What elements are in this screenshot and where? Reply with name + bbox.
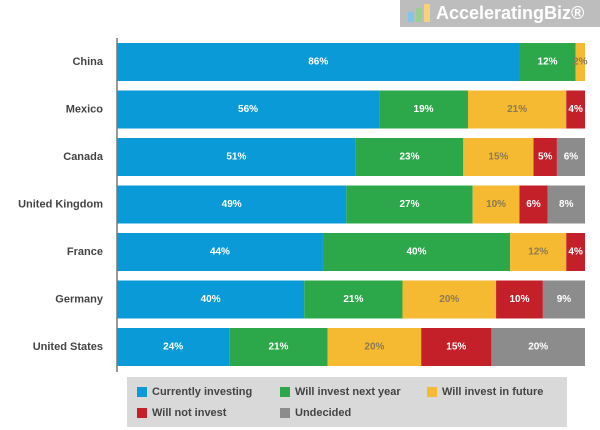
bar-segment: [117, 280, 305, 319]
watermark: AcceleratingBiz®: [436, 3, 584, 23]
value-label: 86%: [308, 57, 328, 68]
bar-segment: [379, 90, 468, 129]
legend-label: Will not invest: [152, 407, 227, 419]
category-label: Canada: [63, 151, 104, 163]
category-label: United States: [33, 341, 103, 353]
bar-segment: [117, 185, 347, 224]
bar-segment: [510, 233, 567, 271]
category-label: China: [72, 56, 103, 68]
value-label: 44%: [210, 247, 230, 258]
value-label: 2%: [573, 57, 588, 68]
bar-segment: [117, 90, 380, 129]
watermark-box: [400, 0, 600, 27]
value-label: 20%: [439, 294, 459, 305]
bar-segment: [421, 328, 492, 366]
bar-segment: [468, 90, 567, 129]
bar-segment: [491, 328, 585, 366]
category-label: Mexico: [66, 103, 104, 115]
value-label: 4%: [568, 104, 583, 115]
category-label: France: [67, 246, 103, 258]
bar-segment: [229, 328, 328, 366]
bar-segment: [575, 43, 585, 81]
value-label: 20%: [528, 342, 548, 353]
bar-segment: [472, 185, 520, 224]
bar-segment: [117, 233, 323, 271]
value-label: 27%: [399, 199, 419, 210]
value-label: 6%: [526, 199, 541, 210]
legend-swatch: [280, 387, 290, 397]
category-label: Germany: [55, 293, 104, 305]
value-label: 10%: [509, 294, 529, 305]
legend-swatch: [427, 387, 437, 397]
watermark-icon: [408, 4, 430, 22]
value-label: 20%: [364, 342, 384, 353]
value-label: 5%: [538, 152, 553, 163]
value-label: 21%: [268, 342, 288, 353]
bar-segment: [533, 138, 557, 176]
bar-segment: [566, 233, 585, 271]
bar-segment: [547, 185, 585, 224]
value-label: 6%: [564, 152, 579, 163]
value-label: 24%: [163, 342, 183, 353]
value-label: 49%: [222, 199, 242, 210]
value-label: 4%: [568, 247, 583, 258]
bar-segment: [519, 43, 576, 81]
value-label: 21%: [507, 104, 527, 115]
value-label: 21%: [343, 294, 363, 305]
legend-swatch: [137, 387, 147, 397]
legend-label: Will invest next year: [295, 386, 401, 398]
value-label: 9%: [557, 294, 572, 305]
value-label: 10%: [486, 199, 506, 210]
value-label: 15%: [488, 152, 508, 163]
bar-segment: [117, 138, 356, 176]
bar-segment: [496, 280, 543, 319]
value-label: 23%: [399, 152, 419, 163]
value-label: 40%: [201, 294, 221, 305]
bar-segment: [566, 90, 585, 129]
value-label: 12%: [528, 247, 548, 258]
bar-segment: [402, 280, 497, 319]
legend-swatch: [280, 408, 290, 418]
value-label: 8%: [559, 199, 574, 210]
value-label: 40%: [407, 247, 427, 258]
legend-label: Undecided: [295, 407, 351, 419]
bar-segment: [463, 138, 534, 176]
bar-segment: [542, 280, 585, 319]
value-label: 19%: [414, 104, 434, 115]
value-label: 12%: [538, 57, 558, 68]
value-label: 56%: [238, 104, 258, 115]
bar-segment: [355, 138, 464, 176]
legend-box: [127, 377, 567, 427]
category-label: United Kingdom: [18, 198, 103, 210]
bar-segment: [117, 328, 230, 366]
bar-segment: [117, 43, 520, 81]
bar-segment: [322, 233, 511, 271]
bar-segment: [304, 280, 403, 319]
bar-segment: [556, 138, 585, 176]
bar-segment: [519, 185, 548, 224]
bar-segment: [346, 185, 473, 224]
legend-swatch: [137, 408, 147, 418]
value-label: 15%: [446, 342, 466, 353]
legend-label: Will invest in future: [442, 386, 543, 398]
value-label: 51%: [226, 152, 246, 163]
bar-segment: [327, 328, 422, 366]
legend-label: Currently investing: [152, 386, 252, 398]
